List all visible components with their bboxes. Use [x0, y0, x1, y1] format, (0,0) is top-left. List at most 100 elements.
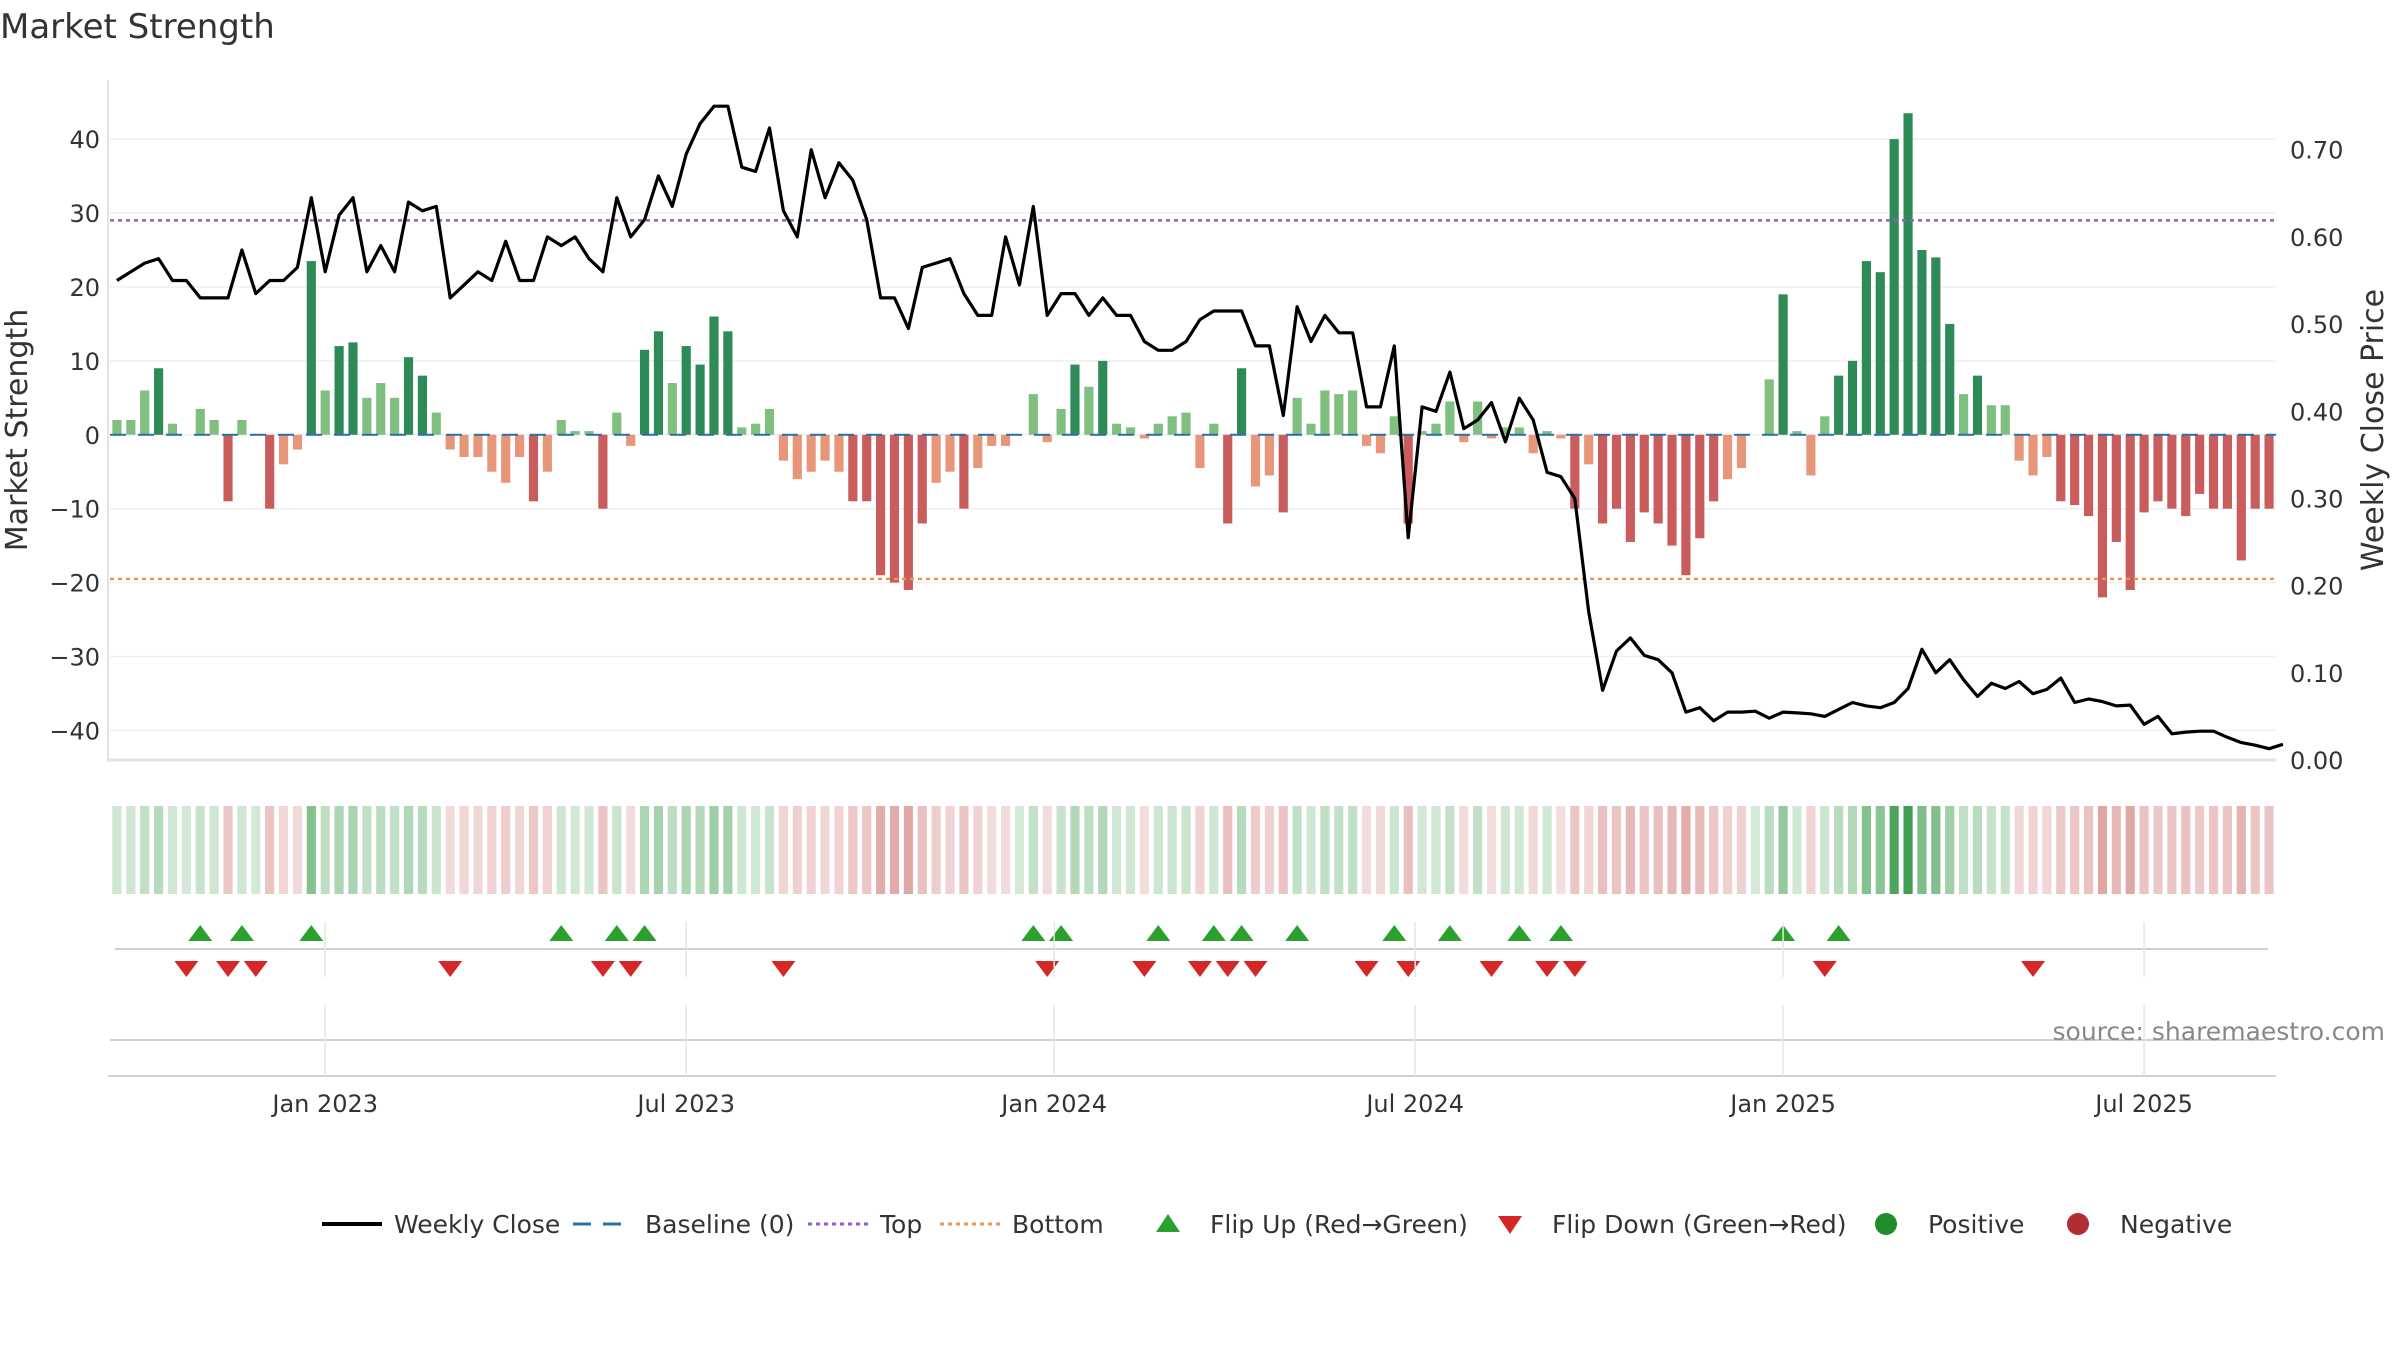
- strip-cell: [1306, 806, 1316, 894]
- strip-cell: [1250, 806, 1261, 894]
- strip-cell: [1167, 806, 1177, 894]
- flip-down-marker: [216, 961, 241, 977]
- strip-cell: [1000, 806, 1011, 894]
- strip-cell: [612, 806, 622, 894]
- strength-bar: [140, 390, 150, 435]
- strength-bar: [751, 423, 761, 435]
- strip-cell: [848, 806, 858, 894]
- flip-down-marker: [1354, 961, 1379, 977]
- strength-bar: [2014, 434, 2024, 461]
- strip-cell: [140, 806, 150, 894]
- strip-cell: [1348, 806, 1358, 894]
- strip-cell: [1625, 806, 1635, 894]
- strength-bar: [2097, 434, 2108, 598]
- flip-up-marker: [229, 925, 254, 941]
- flip-down-marker: [590, 961, 615, 977]
- strip-cell: [973, 806, 983, 894]
- strength-bar: [390, 397, 400, 435]
- strength-bar: [1070, 364, 1080, 435]
- strip-cell: [1417, 806, 1427, 894]
- strip-cell: [1473, 806, 1483, 894]
- strip-cell: [2264, 806, 2274, 894]
- strength-bar: [2195, 434, 2205, 494]
- strip-cell: [2222, 806, 2232, 894]
- strength-bar: [1875, 272, 1885, 435]
- strip-cell: [834, 806, 844, 894]
- strength-bar: [2181, 434, 2191, 517]
- right-tick-label: 0.20: [2290, 573, 2343, 601]
- strip-cell: [1334, 806, 1344, 894]
- right-tick-label: 0.00: [2290, 747, 2343, 775]
- strength-bar: [1611, 434, 1622, 509]
- strength-bar: [792, 434, 802, 480]
- left-tick-label: 30: [69, 200, 100, 228]
- strip-cell: [431, 806, 441, 894]
- strength-bar: [820, 434, 830, 461]
- strip-cell: [681, 806, 691, 894]
- strip-cell: [390, 806, 400, 894]
- strength-bar: [584, 431, 594, 435]
- strip-cell: [1722, 806, 1733, 894]
- right-tick-label: 0.40: [2290, 398, 2343, 426]
- strip-cell: [695, 806, 705, 894]
- strip-cell: [862, 806, 872, 894]
- strip-cell: [1570, 806, 1580, 894]
- left-tick-label: 20: [69, 274, 100, 302]
- strip-cell: [1486, 806, 1497, 894]
- grid-lines: [107, 80, 2276, 762]
- strength-bar: [1278, 434, 1288, 513]
- legend-label: Weekly Close: [394, 1210, 560, 1239]
- strip-cell: [2208, 806, 2219, 894]
- flip-down-marker: [1396, 961, 1421, 977]
- right-tick-label: 0.30: [2290, 485, 2343, 513]
- flip-down-marker: [1187, 961, 1212, 977]
- strip-cell: [1292, 806, 1302, 894]
- strength-bar: [598, 434, 608, 509]
- strength-bar: [1486, 434, 1497, 439]
- strip-cell: [751, 806, 761, 894]
- right-tick-label: 0.50: [2290, 311, 2343, 339]
- strength-bar: [1348, 390, 1358, 435]
- strip-cell: [1528, 806, 1538, 894]
- strength-bar: [320, 390, 330, 435]
- strength-bar: [292, 434, 303, 450]
- flip-up-marker: [632, 925, 657, 941]
- strength-bar: [2070, 434, 2080, 505]
- strip-cell: [1139, 806, 1149, 894]
- legend: Weekly Close Baseline (0) Top Bottom Flip Up…: [322, 1210, 2232, 1239]
- right-axis-ticks: 0.00 0.10 0.20 0.30 0.40 0.50 0.60 0.70: [2290, 137, 2343, 775]
- strip-cell: [903, 806, 913, 894]
- strip-cell: [1820, 806, 1830, 894]
- strength-bar: [1820, 416, 1830, 435]
- strength-bar: [1861, 261, 1871, 435]
- strength-bar: [1792, 431, 1802, 435]
- strength-bar: [1139, 434, 1149, 439]
- strip-cell: [223, 806, 233, 894]
- legend-label: Flip Up (Red→Green): [1210, 1210, 1468, 1239]
- strip-cell: [709, 806, 719, 894]
- strip-cell: [1931, 806, 1941, 894]
- strength-bar: [639, 349, 650, 435]
- strength-bar: [1625, 434, 1635, 542]
- strip-cell: [1542, 806, 1552, 894]
- strip-cell: [2014, 806, 2024, 894]
- left-axis-ticks: −40 −30 −20 −10 0 10 20 30 40: [49, 126, 100, 745]
- strip-cell: [1153, 806, 1163, 894]
- strength-bar: [445, 434, 455, 450]
- strip-cell: [2111, 806, 2121, 894]
- strip-cell: [2000, 806, 2010, 894]
- strip-cell: [542, 806, 552, 894]
- strip-cell: [1875, 806, 1885, 894]
- strength-bar: [1084, 386, 1094, 435]
- strip-cell: [1320, 806, 1330, 894]
- strength-bar: [1667, 434, 1677, 546]
- strip-cell: [1695, 806, 1705, 894]
- strip-cell: [154, 806, 164, 894]
- strip-cell: [1598, 806, 1608, 894]
- flip-up-marker: [1826, 925, 1851, 941]
- flip-up-marker: [1049, 925, 1074, 941]
- strip-cell: [1264, 806, 1274, 894]
- strength-bar: [945, 434, 955, 472]
- strip-cell: [473, 806, 483, 894]
